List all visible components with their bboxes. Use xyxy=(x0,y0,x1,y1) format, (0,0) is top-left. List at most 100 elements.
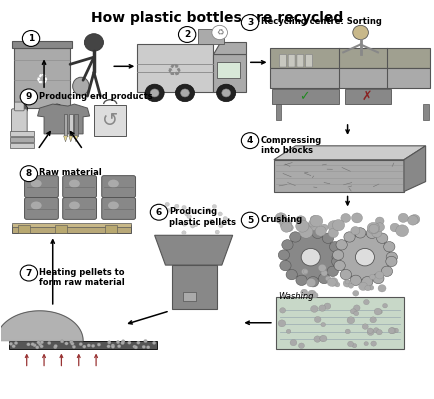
Circle shape xyxy=(333,261,345,271)
Circle shape xyxy=(320,224,327,231)
Circle shape xyxy=(37,341,40,344)
FancyBboxPatch shape xyxy=(305,54,312,67)
FancyBboxPatch shape xyxy=(182,292,195,301)
Circle shape xyxy=(40,345,43,348)
Circle shape xyxy=(69,340,73,344)
Circle shape xyxy=(350,227,359,235)
Circle shape xyxy=(344,280,349,284)
Circle shape xyxy=(206,208,210,212)
Circle shape xyxy=(371,228,381,237)
FancyBboxPatch shape xyxy=(63,114,67,136)
Circle shape xyxy=(295,220,308,232)
FancyBboxPatch shape xyxy=(12,109,27,135)
Circle shape xyxy=(217,212,222,216)
FancyBboxPatch shape xyxy=(105,225,117,233)
Circle shape xyxy=(178,27,195,42)
Circle shape xyxy=(326,266,338,277)
Polygon shape xyxy=(154,235,232,265)
FancyBboxPatch shape xyxy=(271,89,338,104)
Circle shape xyxy=(277,320,285,327)
Circle shape xyxy=(331,256,342,267)
Circle shape xyxy=(212,205,216,209)
Circle shape xyxy=(274,213,286,223)
Circle shape xyxy=(346,317,354,324)
Text: Recycling centre: Sorting: Recycling centre: Sorting xyxy=(260,18,381,26)
Circle shape xyxy=(352,290,358,296)
Circle shape xyxy=(332,219,344,231)
Circle shape xyxy=(143,340,147,343)
Circle shape xyxy=(52,104,62,114)
Polygon shape xyxy=(0,311,83,341)
Circle shape xyxy=(388,328,394,334)
Circle shape xyxy=(150,89,158,97)
Text: 8: 8 xyxy=(26,169,32,178)
Polygon shape xyxy=(273,146,424,160)
Circle shape xyxy=(325,276,330,281)
Circle shape xyxy=(365,228,377,239)
Circle shape xyxy=(328,278,337,286)
Circle shape xyxy=(300,228,311,238)
FancyBboxPatch shape xyxy=(279,54,286,67)
Circle shape xyxy=(408,215,419,224)
FancyBboxPatch shape xyxy=(10,142,34,148)
FancyBboxPatch shape xyxy=(10,137,34,142)
Circle shape xyxy=(312,292,317,298)
Circle shape xyxy=(377,284,385,292)
Circle shape xyxy=(20,89,37,105)
Text: Washing: Washing xyxy=(278,292,313,301)
Circle shape xyxy=(362,324,368,329)
Circle shape xyxy=(279,218,291,229)
Circle shape xyxy=(377,310,381,314)
Circle shape xyxy=(381,304,387,308)
Text: ♻: ♻ xyxy=(215,28,223,37)
Circle shape xyxy=(40,341,43,344)
FancyBboxPatch shape xyxy=(18,225,30,233)
Circle shape xyxy=(132,345,136,348)
Circle shape xyxy=(38,343,42,346)
Circle shape xyxy=(364,285,370,291)
Circle shape xyxy=(318,264,326,272)
Circle shape xyxy=(327,221,339,231)
Circle shape xyxy=(285,224,293,231)
Circle shape xyxy=(241,15,258,30)
FancyBboxPatch shape xyxy=(137,44,213,92)
Circle shape xyxy=(150,204,167,220)
FancyBboxPatch shape xyxy=(276,104,281,120)
Ellipse shape xyxy=(108,201,118,209)
Circle shape xyxy=(278,250,289,260)
Circle shape xyxy=(211,26,227,40)
Text: 7: 7 xyxy=(26,269,32,278)
Circle shape xyxy=(97,343,100,346)
Circle shape xyxy=(395,225,408,237)
Circle shape xyxy=(280,222,291,232)
Circle shape xyxy=(381,266,391,277)
Circle shape xyxy=(331,252,342,262)
Circle shape xyxy=(368,224,378,233)
Circle shape xyxy=(91,344,95,348)
Circle shape xyxy=(53,346,57,349)
Circle shape xyxy=(174,204,178,208)
Polygon shape xyxy=(273,160,403,192)
Circle shape xyxy=(366,328,372,333)
Circle shape xyxy=(342,280,350,287)
Circle shape xyxy=(33,344,36,347)
Circle shape xyxy=(368,275,375,280)
Text: Raw material: Raw material xyxy=(39,168,102,178)
Polygon shape xyxy=(269,68,429,88)
Circle shape xyxy=(392,328,398,333)
Circle shape xyxy=(354,228,365,238)
Polygon shape xyxy=(10,341,156,349)
Circle shape xyxy=(311,228,322,239)
Circle shape xyxy=(320,322,325,327)
FancyBboxPatch shape xyxy=(217,61,240,78)
Circle shape xyxy=(141,345,145,348)
Circle shape xyxy=(111,345,115,348)
Circle shape xyxy=(323,303,330,309)
Circle shape xyxy=(352,26,368,40)
Circle shape xyxy=(72,345,76,348)
Circle shape xyxy=(87,344,90,347)
Circle shape xyxy=(279,308,285,313)
Circle shape xyxy=(398,213,407,222)
Circle shape xyxy=(145,84,164,102)
Circle shape xyxy=(375,330,381,335)
